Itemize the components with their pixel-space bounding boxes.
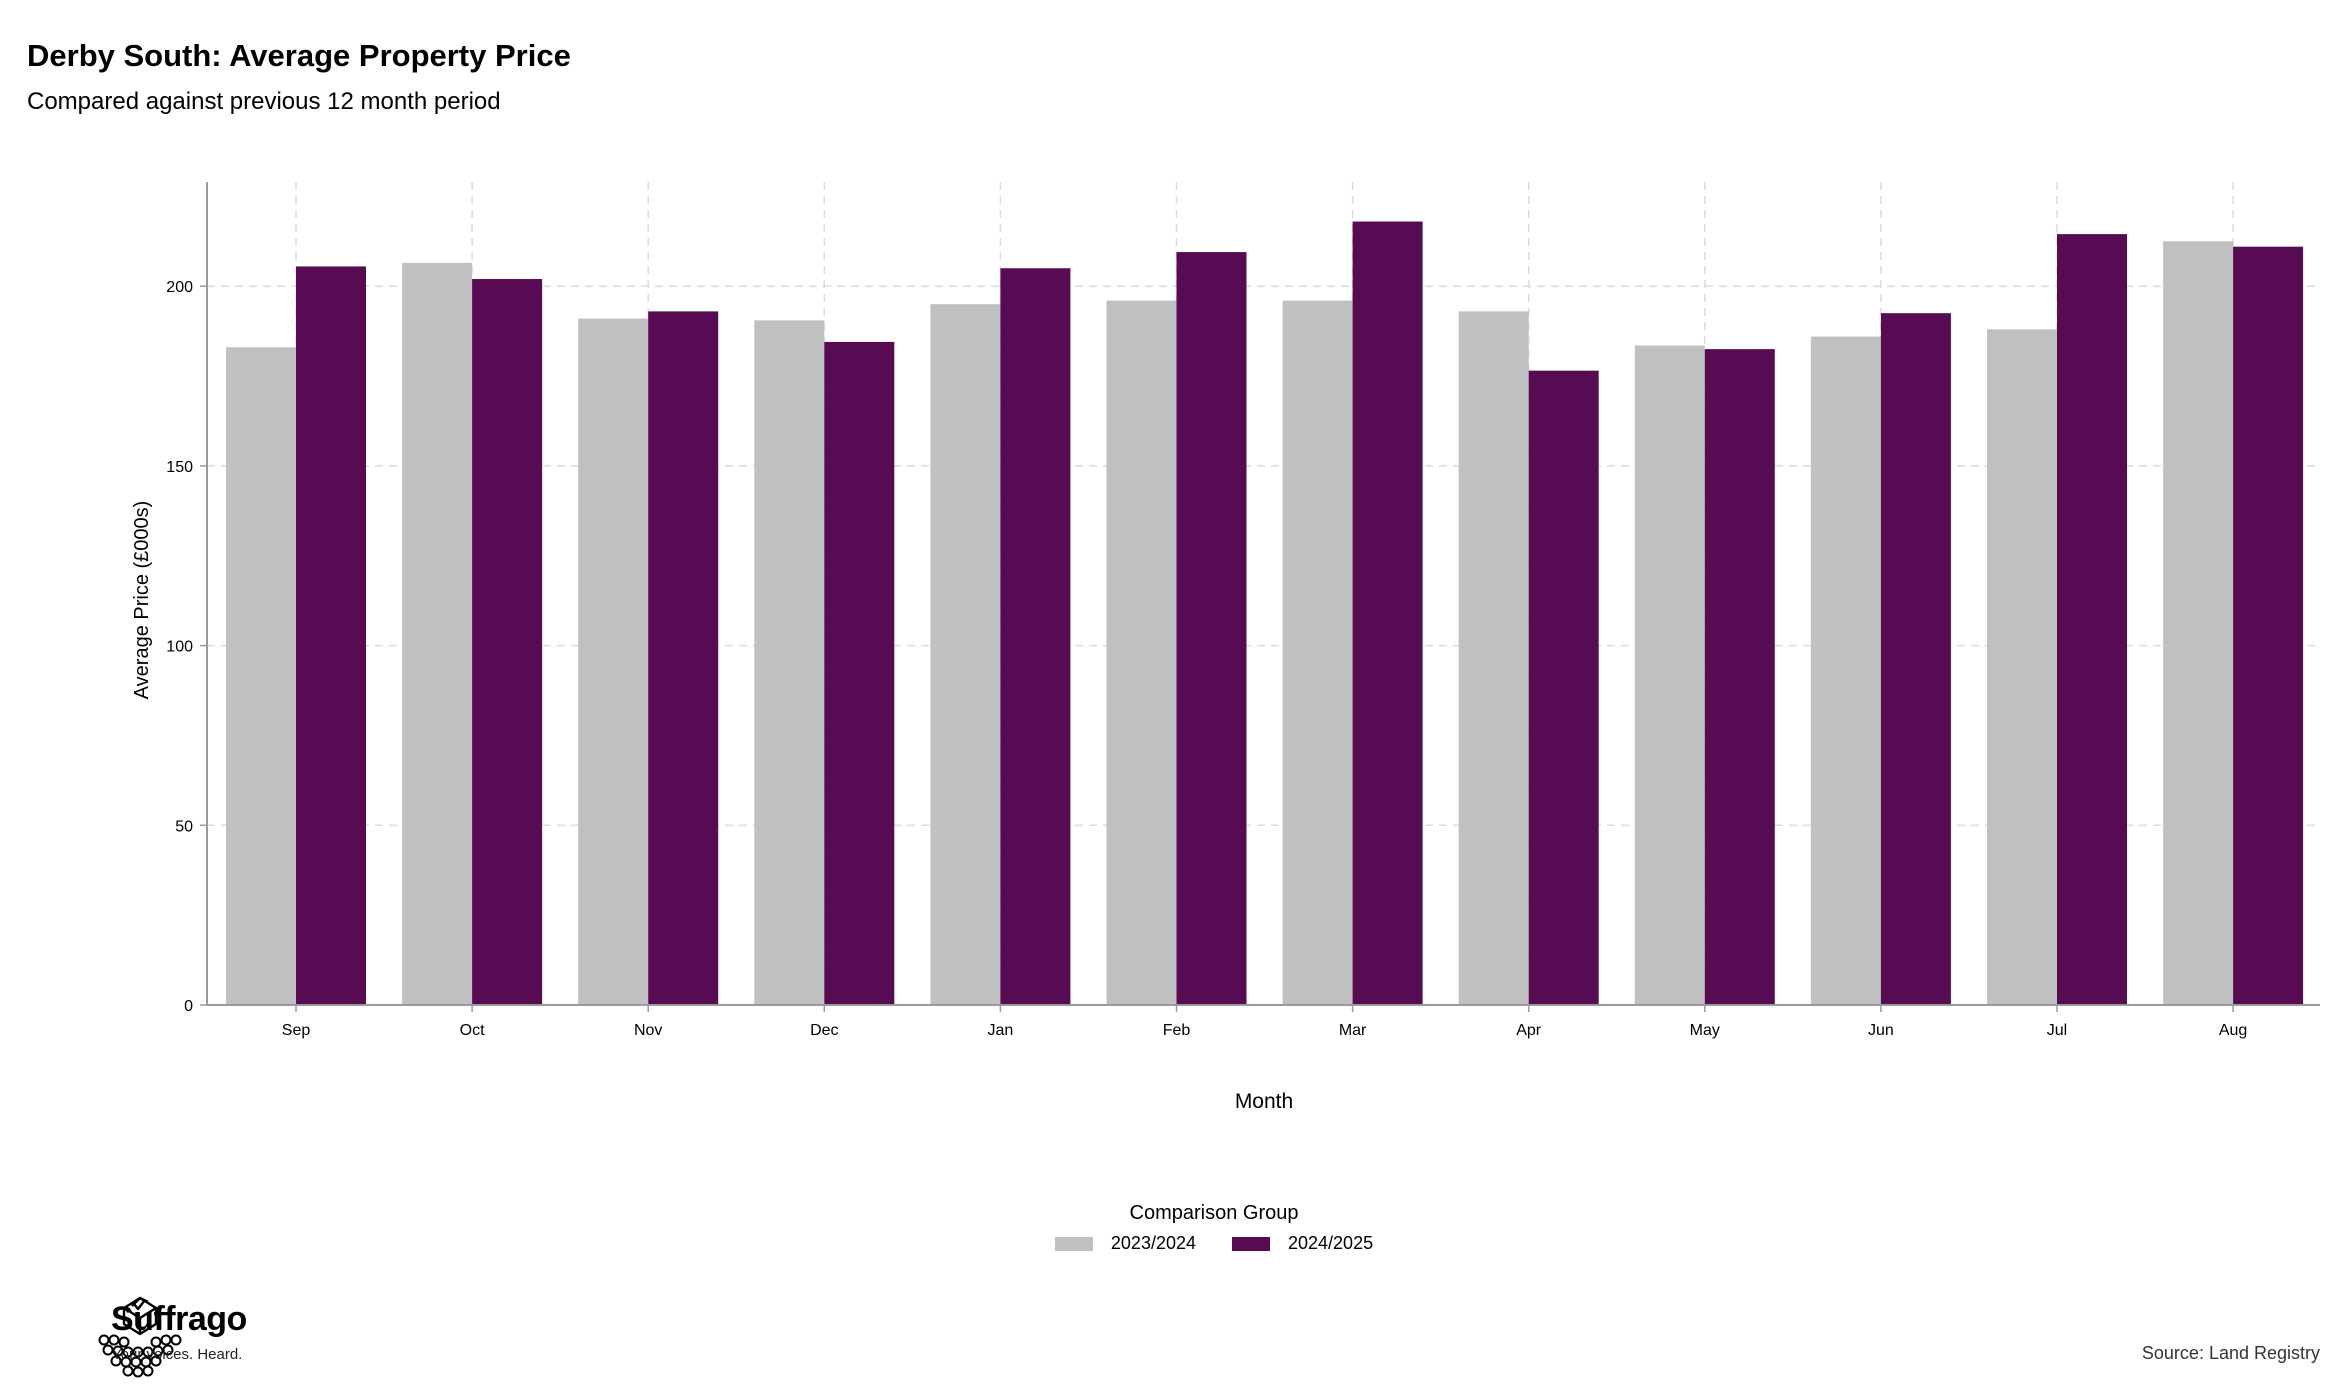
x-tick-label: Oct bbox=[460, 1022, 485, 1039]
legend: Comparison Group 2023/2024 2024/2025 bbox=[0, 1202, 2334, 1254]
bar-2024-2025-aug bbox=[2233, 246, 2304, 1006]
bar-2023-2024-sep bbox=[226, 347, 296, 1005]
y-tick-label: 0 bbox=[184, 998, 193, 1015]
y-tick-label: 200 bbox=[166, 279, 193, 296]
bar-2023-2024-feb bbox=[1106, 300, 1177, 1005]
legend-item: 2023/2024 bbox=[1054, 1233, 1196, 1254]
bar-2023-2024-may bbox=[1634, 345, 1705, 1005]
bar-2024-2025-nov bbox=[648, 311, 719, 1006]
x-tick-label: Jul bbox=[2047, 1022, 2067, 1039]
source-note: Source: Land Registry bbox=[2141, 1343, 2320, 1363]
x-tick-label: Jan bbox=[988, 1022, 1014, 1039]
x-tick-label: Apr bbox=[1516, 1022, 1542, 1039]
bar-2024-2025-jan bbox=[1000, 268, 1071, 1005]
chart-subtitle: Compared against previous 12 month perio… bbox=[27, 88, 501, 115]
legend-item: 2024/2025 bbox=[1232, 1233, 1373, 1254]
legend-label: 2023/2024 bbox=[1110, 1233, 1196, 1253]
legend-swatch bbox=[1054, 1236, 1093, 1251]
y-tick-label: 50 bbox=[175, 818, 193, 835]
bar-2023-2024-jun bbox=[1810, 336, 1881, 1005]
bar-2024-2025-mar bbox=[1352, 221, 1423, 1006]
bar-2023-2024-jan bbox=[930, 304, 1001, 1005]
bar-chart: 0 50 100 150 200 Sep Oct Nov Dec Jan Feb Mar Apr May… bbox=[131, 182, 2320, 1113]
bar-2023-2024-aug bbox=[2163, 241, 2234, 1005]
bar-2024-2025-may bbox=[1704, 349, 1775, 1005]
x-tick-labels: Sep Oct Nov Dec Jan Feb Mar Apr May Jun Jul Aug bbox=[282, 1022, 2248, 1039]
bar-2024-2025-jul bbox=[2057, 234, 2127, 1006]
bar-2024-2025-jun bbox=[1880, 313, 1951, 1005]
x-tick-label: Dec bbox=[810, 1022, 838, 1039]
x-tick-label: Sep bbox=[282, 1022, 311, 1039]
y-tick-labels: 0 50 100 150 200 bbox=[166, 279, 193, 1015]
x-tick-label: Jun bbox=[1868, 1022, 1894, 1039]
x-tick-label: May bbox=[1690, 1022, 1720, 1039]
legend-title: Comparison Group bbox=[1129, 1202, 1299, 1224]
bar-2023-2024-dec bbox=[754, 320, 825, 1005]
axes bbox=[200, 182, 2320, 1012]
x-tick-label: Feb bbox=[1163, 1022, 1191, 1039]
bar-2024-2025-apr bbox=[1528, 370, 1599, 1005]
bars bbox=[226, 221, 2304, 1006]
bar-2024-2025-dec bbox=[824, 341, 895, 1005]
brand-name: Suffrago bbox=[111, 1300, 247, 1338]
x-axis-label: Month bbox=[1235, 1090, 1293, 1113]
x-tick-label: Nov bbox=[634, 1022, 662, 1039]
legend-swatch bbox=[1232, 1236, 1270, 1251]
bar-2024-2025-feb bbox=[1176, 252, 1247, 1005]
bar-2023-2024-oct bbox=[402, 262, 473, 1006]
y-tick-label: 150 bbox=[166, 459, 193, 476]
bar-2023-2024-nov bbox=[578, 318, 649, 1005]
bar-2024-2025-oct bbox=[472, 279, 543, 1006]
bar-2023-2024-jul bbox=[1987, 329, 2057, 1005]
legend-label: 2024/2025 bbox=[1288, 1233, 1374, 1253]
bar-2024-2025-sep bbox=[296, 266, 366, 1006]
chart-title: Derby South: Average Property Price bbox=[27, 38, 571, 73]
x-tick-label: Mar bbox=[1339, 1022, 1367, 1039]
x-tick-label: Aug bbox=[2219, 1022, 2247, 1039]
ballot-box-crowd-icon bbox=[98, 1296, 182, 1378]
bar-2023-2024-apr bbox=[1458, 311, 1529, 1006]
brand-tagline: Your voices. Heard. bbox=[112, 1346, 243, 1363]
y-axis-label: Average Price (£000s) bbox=[131, 501, 153, 700]
y-tick-label: 100 bbox=[166, 639, 193, 656]
legend-items: 2023/2024 2024/2025 bbox=[94, 1233, 2334, 1254]
bar-2023-2024-mar bbox=[1282, 300, 1353, 1005]
